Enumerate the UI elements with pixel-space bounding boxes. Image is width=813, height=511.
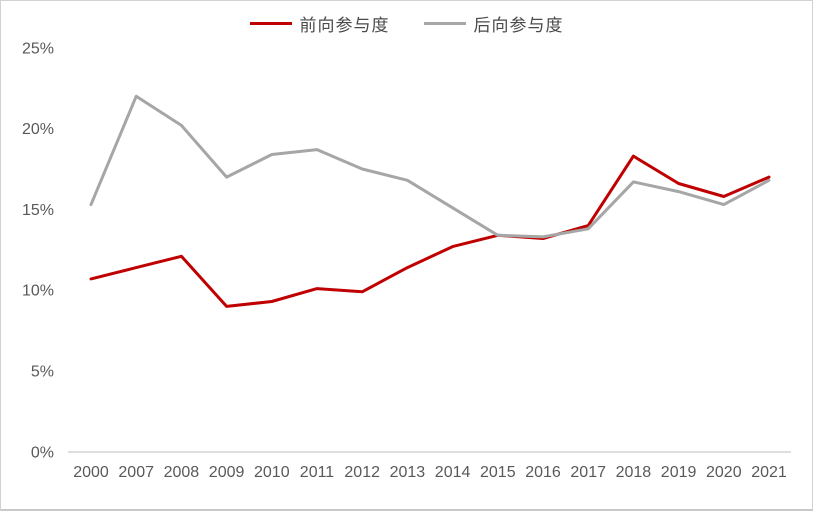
x-axis-tick-label: 2020 [706, 464, 742, 481]
backward-series-label: 后向参与度 [473, 16, 564, 35]
x-axis-tick-label: 2018 [616, 464, 652, 481]
x-axis-tick-label: 2015 [480, 464, 516, 481]
backward-series-polyline [89, 94, 771, 239]
x-axis-tick-label: 2008 [164, 464, 200, 481]
legend-item-forward: 前向参与度 [249, 11, 390, 36]
x-axis-tick-label: 2007 [118, 464, 154, 481]
x-axis-tick-label: 2012 [344, 464, 380, 481]
x-axis-tick-label: 2016 [525, 464, 561, 481]
chart-legend: 前向参与度 后向参与度 [1, 11, 812, 36]
x-axis-tick-label: 2013 [390, 464, 426, 481]
forward-series-line-swatch [249, 22, 292, 25]
y-axis-tick-label: 20% [22, 121, 54, 138]
forward-series-label: 前向参与度 [299, 16, 390, 35]
x-axis-tick-label: 2021 [751, 464, 787, 481]
y-axis-tick-label: 10% [22, 283, 54, 300]
y-axis-tick-label: 5% [31, 364, 54, 381]
x-axis-tick-label: 2014 [435, 464, 471, 481]
x-axis-tick-label: 2011 [300, 464, 335, 481]
x-axis-tick-label: 2000 [73, 464, 109, 481]
legend-item-backward: 后向参与度 [423, 11, 564, 36]
y-axis-tick-label: 0% [31, 444, 54, 461]
x-axis-tick-label: 2009 [209, 464, 245, 481]
y-axis-tick-label: 15% [22, 202, 54, 219]
x-axis-tick-label: 2019 [661, 464, 697, 481]
y-axis-tick-label: 25% [22, 40, 54, 57]
x-axis-tick-label: 2010 [254, 464, 290, 481]
backward-series-line-swatch [423, 22, 466, 25]
x-axis-tick-label: 2017 [570, 464, 606, 481]
forward-series-polyline [89, 154, 771, 308]
